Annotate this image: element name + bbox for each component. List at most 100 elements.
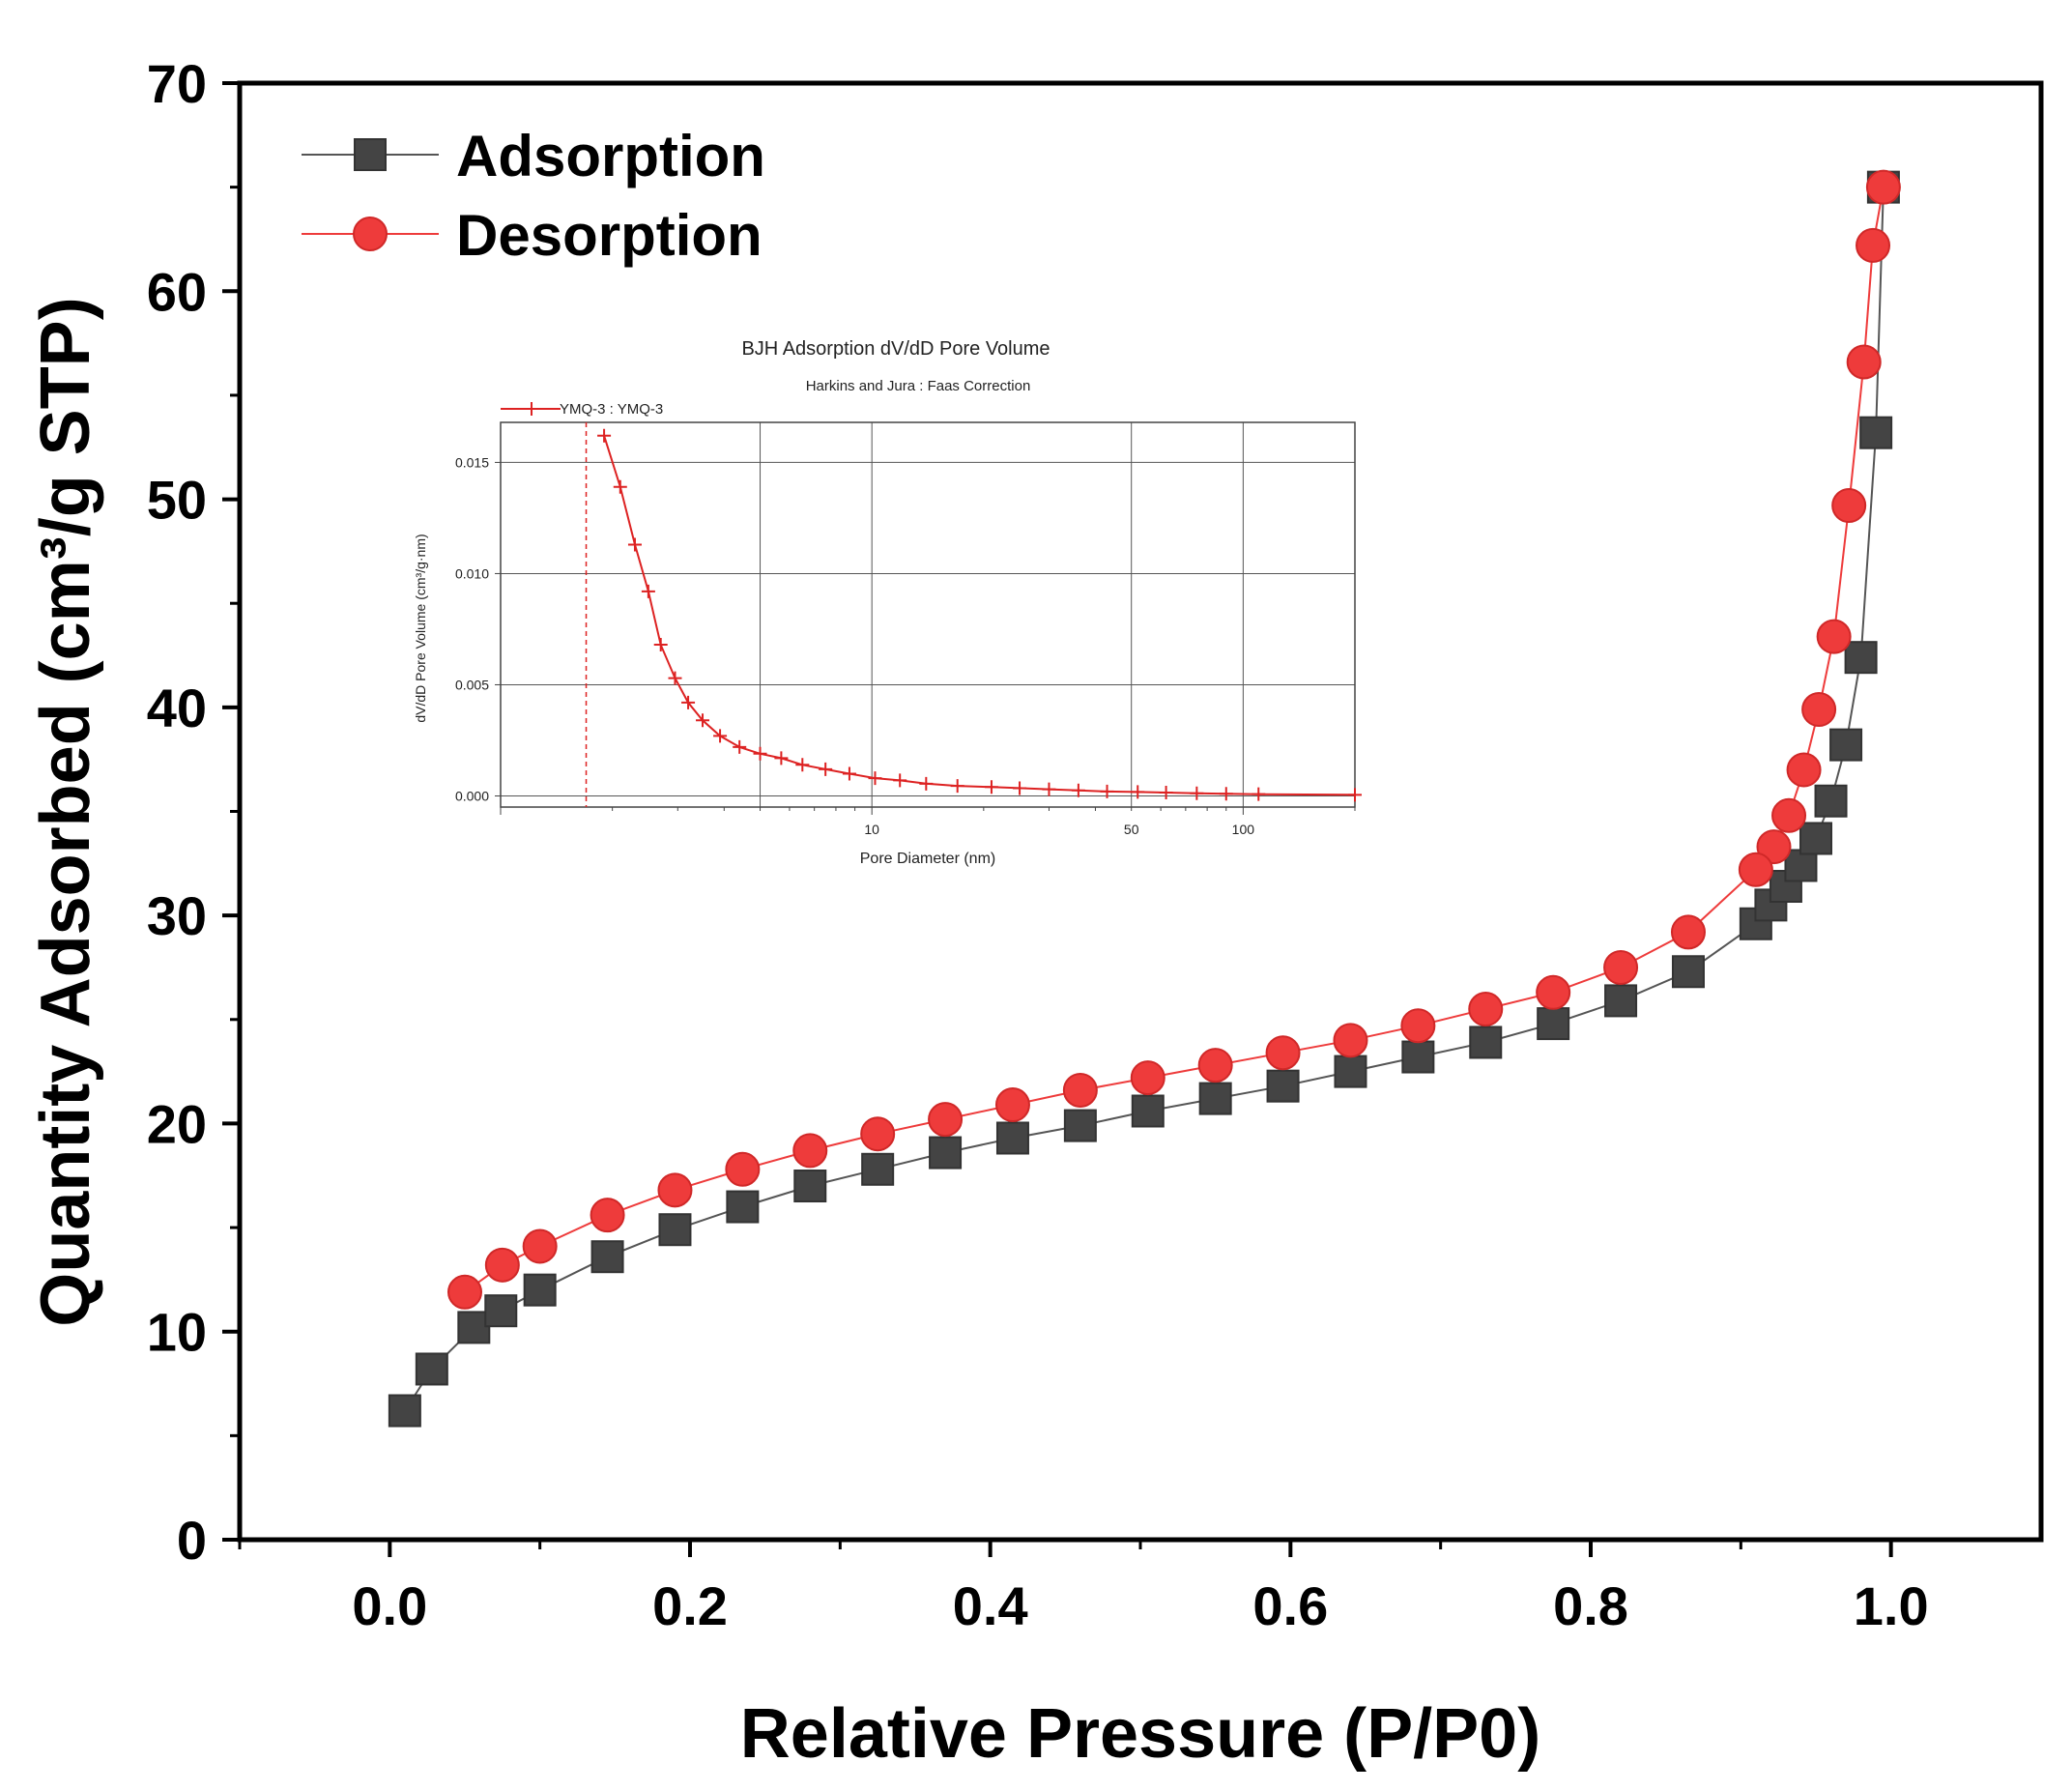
y-tick-label: 10 [147, 1302, 207, 1363]
inset-data-point [819, 762, 833, 776]
y-tick-label: 40 [147, 678, 207, 738]
inset-axis-ticks: 0.000 0.005 0.010 0.015 10 50 100 [455, 454, 1356, 837]
inset-data-point [1348, 788, 1362, 802]
data-point-desorption [1536, 974, 1571, 1010]
data-point-desorption [725, 1151, 761, 1187]
y-tick-label: 70 [147, 53, 207, 114]
y-axis-label: Quantity Adsorbed (cm³/g STP) [27, 297, 104, 1326]
inset-data-point [653, 638, 668, 652]
data-point-desorption [1865, 169, 1901, 205]
x-tick-label: 0.0 [352, 1575, 427, 1636]
inset-data-point [1131, 785, 1145, 799]
x-tick-label: 1.0 [1854, 1575, 1929, 1636]
inset-data-point [641, 584, 655, 598]
x-tick-label: 0.2 [652, 1575, 728, 1636]
data-point-desorption [1816, 619, 1852, 654]
data-point-desorption [447, 1274, 482, 1310]
data-point-desorption [792, 1133, 828, 1169]
data-point-desorption [1062, 1072, 1098, 1108]
inset-x-tick-label: 10 [864, 822, 879, 837]
data-point-adsorption [995, 1121, 1029, 1155]
inset-y-tick-label: 0.010 [455, 565, 489, 581]
data-point-adsorption [793, 1170, 827, 1203]
data-point-adsorption [1844, 641, 1878, 675]
inset-data-point [868, 771, 882, 786]
inset-data-point [696, 713, 710, 728]
data-point-desorption [522, 1228, 558, 1264]
data-point-adsorption [726, 1190, 760, 1224]
inset-subtitle: Harkins and Jura : Faas Correction [806, 378, 1031, 394]
inset-title: BJH Adsorption dV/dD Pore Volume [741, 338, 1050, 360]
data-point-adsorption [861, 1152, 895, 1186]
data-point-desorption [860, 1116, 896, 1152]
series-line-adsorption [404, 187, 1885, 1412]
data-point-desorption [1333, 1023, 1368, 1058]
data-point-desorption [1786, 752, 1822, 788]
data-point-desorption [994, 1087, 1030, 1123]
data-point-adsorption [1829, 728, 1863, 762]
y-tick-label: 50 [147, 470, 207, 531]
data-point-desorption [1603, 949, 1639, 985]
inset-data-point [1219, 787, 1233, 801]
inset-data-point [774, 751, 789, 766]
data-point-adsorption [1784, 849, 1818, 882]
inset-data-point [950, 779, 964, 794]
inset-data-point [1252, 787, 1266, 801]
data-point-adsorption [1469, 1025, 1503, 1059]
data-point-adsorption [590, 1240, 624, 1274]
x-tick-label: 0.8 [1553, 1575, 1628, 1636]
y-tick-label: 60 [147, 261, 207, 322]
data-point-desorption [590, 1198, 625, 1233]
data-point-adsorption [1814, 784, 1848, 818]
data-point-desorption [1400, 1008, 1436, 1044]
inset-legend: YMQ-3 : YMQ-3 [501, 401, 663, 418]
main-chart: 0.0 0.2 0.4 0.6 0.8 1.0 0 10 20 30 40 50 60 70 Relati… [27, 53, 2044, 1773]
inset-data-point [1100, 784, 1114, 798]
data-point-adsorption [658, 1213, 692, 1247]
data-point-desorption [484, 1247, 520, 1283]
data-point-desorption [1130, 1060, 1166, 1096]
data-point-desorption [1670, 914, 1706, 950]
inset-y-axis-label: dV/dD Pore Volume (cm³/g·nm) [413, 534, 428, 722]
inset-series-line [603, 435, 1356, 796]
inset-data-point [597, 428, 612, 443]
inset-data-point [1159, 786, 1173, 800]
inset-data-point [984, 780, 998, 794]
inset-data-point [1190, 786, 1204, 800]
data-point-desorption [1846, 344, 1882, 380]
data-point-adsorption [1131, 1094, 1165, 1128]
data-point-adsorption [1671, 955, 1705, 989]
x-tick-label: 0.6 [1252, 1575, 1328, 1636]
data-point-adsorption [1063, 1109, 1097, 1142]
series-line-desorption [464, 187, 1885, 1293]
inset-data-point [1042, 782, 1056, 796]
inset-data-point [1013, 781, 1027, 795]
inset-chart: BJH Adsorption dV/dD Pore Volume Harkins… [413, 338, 1362, 867]
y-tick-label: 0 [177, 1510, 207, 1571]
inset-x-tick-label: 100 [1232, 822, 1255, 837]
data-point-adsorption [1266, 1069, 1300, 1103]
data-point-desorption [1801, 692, 1837, 728]
data-point-desorption [657, 1172, 693, 1208]
data-point-adsorption [1334, 1054, 1367, 1088]
inset-data-point [627, 537, 642, 552]
inset-x-tick-label: 50 [1124, 822, 1139, 837]
legend-marker-adsorption [354, 138, 387, 171]
inset-y-tick-label: 0.000 [455, 788, 489, 803]
x-axis-label: Relative Pressure (P/P0) [740, 1695, 1540, 1773]
data-point-adsorption [484, 1294, 518, 1328]
data-point-adsorption [1604, 984, 1638, 1018]
inset-data-point [713, 729, 728, 743]
inset-data-point [733, 739, 747, 754]
y-tick-label: 30 [147, 885, 207, 946]
inset-data-point [919, 776, 934, 791]
inset-legend-label: YMQ-3 : YMQ-3 [560, 401, 663, 418]
data-point-adsorption [457, 1311, 491, 1344]
data-point-adsorption [1198, 1082, 1232, 1115]
main-axis-ticks: 0.0 0.2 0.4 0.6 0.8 1.0 0 10 20 30 40 50 60 70 [147, 53, 1929, 1636]
y-tick-label: 20 [147, 1093, 207, 1154]
x-tick-label: 0.4 [953, 1575, 1028, 1636]
data-point-adsorption [388, 1394, 421, 1428]
data-point-adsorption [1859, 416, 1893, 449]
